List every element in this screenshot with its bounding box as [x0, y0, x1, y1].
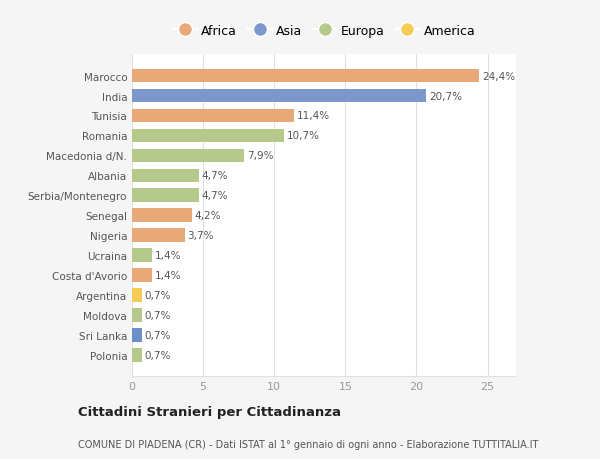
Bar	[132, 70, 479, 83]
Text: 0,7%: 0,7%	[145, 350, 171, 360]
Text: 0,7%: 0,7%	[145, 291, 171, 300]
Text: 0,7%: 0,7%	[145, 330, 171, 340]
Text: Cittadini Stranieri per Cittadinanza: Cittadini Stranieri per Cittadinanza	[78, 405, 341, 419]
Bar	[132, 249, 152, 262]
Bar	[132, 129, 284, 143]
Bar	[132, 149, 244, 163]
Bar	[132, 269, 152, 282]
Text: 1,4%: 1,4%	[155, 251, 181, 261]
Bar	[132, 110, 294, 123]
Bar	[132, 229, 185, 242]
Bar	[132, 348, 142, 362]
Text: 0,7%: 0,7%	[145, 310, 171, 320]
Text: 7,9%: 7,9%	[247, 151, 274, 161]
Text: 11,4%: 11,4%	[297, 111, 330, 121]
Bar	[132, 189, 199, 202]
Legend: Africa, Asia, Europa, America: Africa, Asia, Europa, America	[167, 20, 481, 43]
Bar	[132, 90, 427, 103]
Text: 4,7%: 4,7%	[202, 171, 228, 181]
Bar	[132, 308, 142, 322]
Text: 20,7%: 20,7%	[429, 91, 462, 101]
Bar	[132, 328, 142, 342]
Text: 24,4%: 24,4%	[482, 72, 515, 81]
Text: COMUNE DI PIADENA (CR) - Dati ISTAT al 1° gennaio di ogni anno - Elaborazione TU: COMUNE DI PIADENA (CR) - Dati ISTAT al 1…	[78, 440, 538, 449]
Text: 3,7%: 3,7%	[187, 230, 214, 241]
Text: 10,7%: 10,7%	[287, 131, 320, 141]
Bar	[132, 289, 142, 302]
Bar	[132, 169, 199, 183]
Text: 1,4%: 1,4%	[155, 270, 181, 280]
Text: 4,7%: 4,7%	[202, 191, 228, 201]
Bar	[132, 209, 192, 223]
Text: 4,2%: 4,2%	[194, 211, 221, 221]
